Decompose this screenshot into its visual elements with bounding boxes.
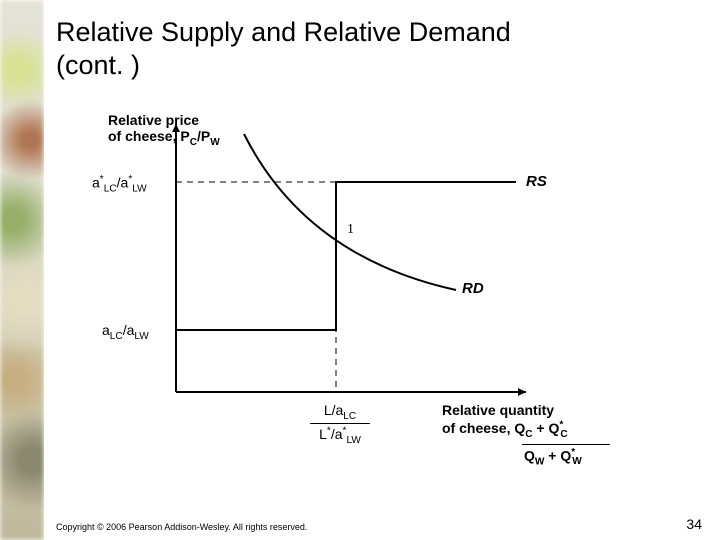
page-number: 34 <box>686 516 702 532</box>
slide: Relative Supply and Relative Demand (con… <box>0 0 720 540</box>
y-axis-title: Relative price of cheese, PC/PW <box>108 112 220 148</box>
y-axis-title-line1: Relative price <box>108 112 199 128</box>
x-axis-title: Relative quantity of cheese, QC + Q*C QW… <box>442 402 642 469</box>
x-tick-label: L/aLC L*/a*LW <box>306 402 374 446</box>
rs-curve-label: RS <box>526 173 547 190</box>
fraction-bar-icon <box>522 444 610 445</box>
intersection-point-label: 1 <box>347 222 354 238</box>
y-tick-lower: aLC/aLW <box>102 322 149 342</box>
x-axis-title-line1: Relative quantity <box>442 402 554 418</box>
page-title: Relative Supply and Relative Demand (con… <box>56 16 511 82</box>
y-tick-upper: a*LC/a*LW <box>92 174 147 194</box>
title-line-2: (cont. ) <box>56 50 140 80</box>
decorative-blur <box>0 0 44 540</box>
decorative-side-strip <box>0 0 44 540</box>
rd-curve-label: RD <box>462 280 484 297</box>
x-tick-denominator: L*/a*LW <box>319 426 361 442</box>
x-tick-numerator: L/aLC <box>324 402 356 418</box>
copyright-footer: Copyright © 2006 Pearson Addison-Wesley.… <box>56 522 307 532</box>
title-line-1: Relative Supply and Relative Demand <box>56 17 511 47</box>
y-axis-title-line2: of cheese, PC/PW <box>108 128 220 144</box>
chart-area: Relative price of cheese, PC/PW a*LC/a*L… <box>96 112 636 472</box>
x-axis-title-line3: QW + Q*W <box>442 447 582 469</box>
fraction-bar-icon <box>310 423 370 424</box>
x-axis-title-line2: of cheese, QC + Q*C <box>442 420 568 436</box>
